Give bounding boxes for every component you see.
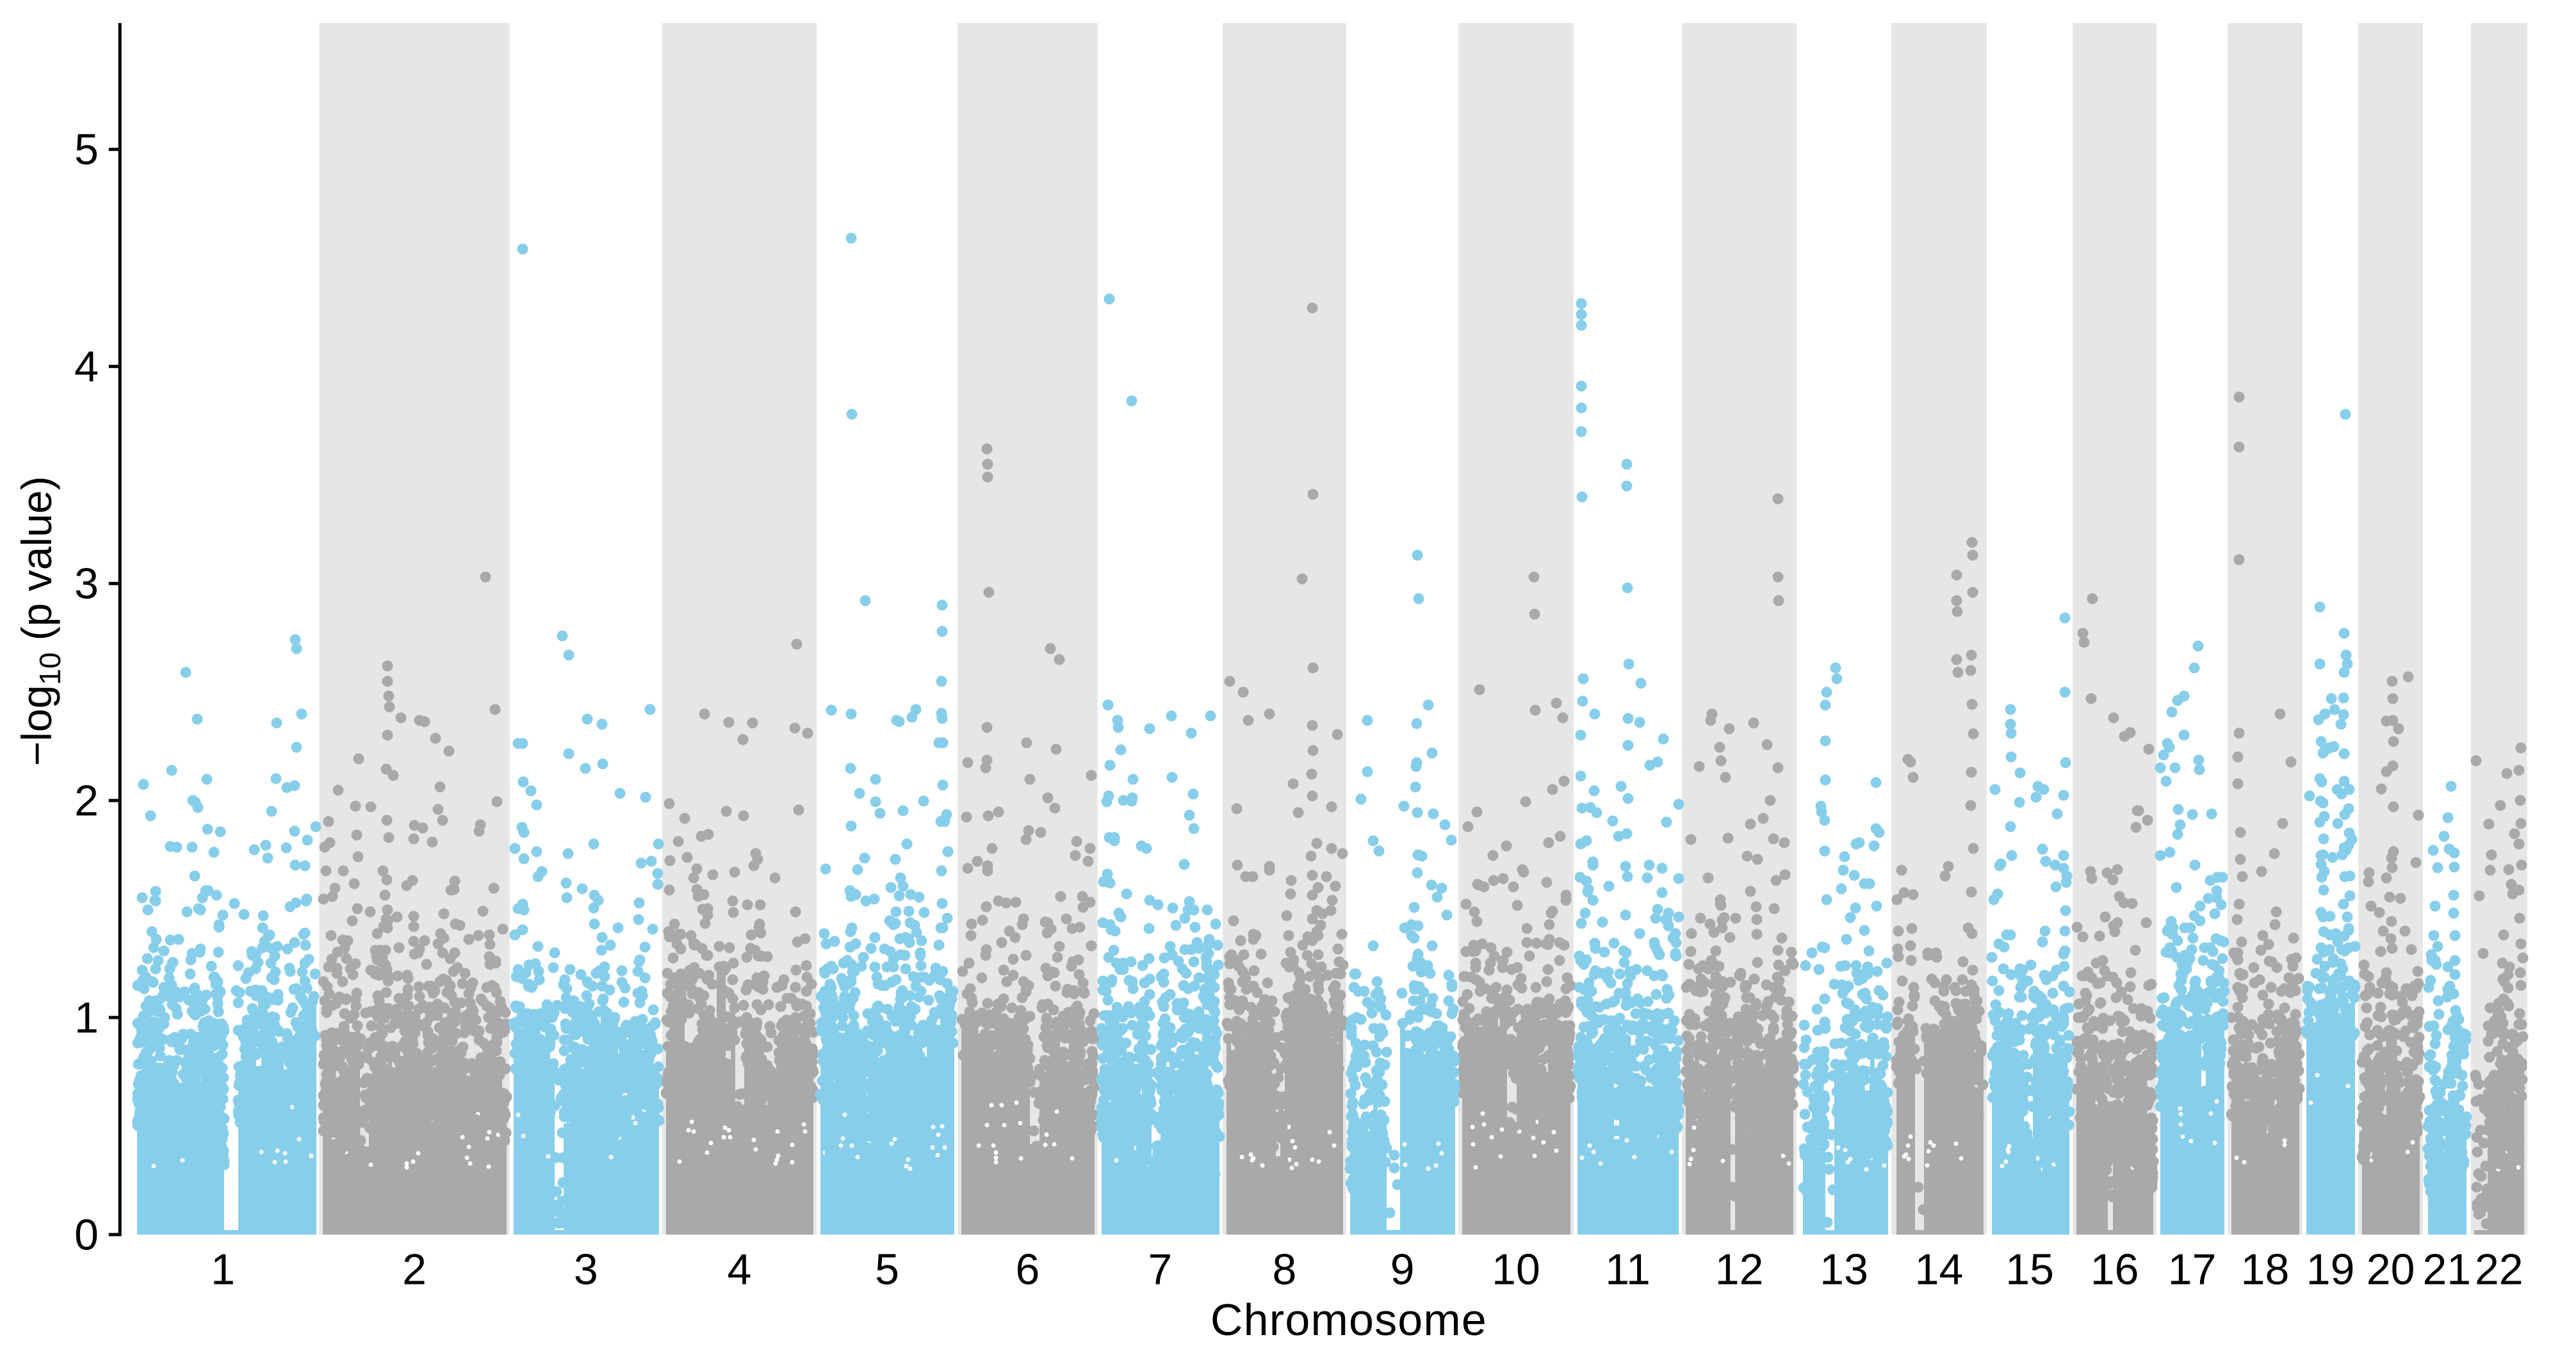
svg-text:2: 2 (74, 777, 99, 825)
svg-text:10: 10 (1492, 1245, 1540, 1294)
svg-text:9: 9 (1390, 1245, 1415, 1294)
svg-text:22: 22 (2475, 1245, 2523, 1294)
svg-text:11: 11 (1605, 1245, 1651, 1294)
svg-text:15: 15 (2005, 1245, 2054, 1294)
svg-text:8: 8 (1272, 1245, 1296, 1294)
svg-text:3: 3 (74, 560, 99, 608)
svg-text:−log10 (p value): −log10 (p value) (13, 476, 67, 766)
svg-text:Chromosome: Chromosome (1211, 1295, 1487, 1345)
svg-text:12: 12 (1715, 1245, 1764, 1294)
svg-text:1: 1 (74, 993, 99, 1042)
svg-text:14: 14 (1915, 1245, 1964, 1294)
svg-text:21: 21 (2422, 1245, 2471, 1294)
svg-text:16: 16 (2091, 1245, 2139, 1294)
svg-text:0: 0 (74, 1210, 99, 1259)
svg-text:5: 5 (875, 1245, 899, 1294)
svg-text:17: 17 (2168, 1245, 2217, 1294)
svg-text:4: 4 (74, 343, 99, 391)
svg-text:6: 6 (1015, 1245, 1039, 1294)
svg-text:19: 19 (2306, 1245, 2355, 1294)
svg-text:13: 13 (1820, 1245, 1868, 1294)
svg-text:20: 20 (2367, 1245, 2415, 1294)
svg-text:1: 1 (211, 1245, 235, 1294)
svg-text:18: 18 (2241, 1245, 2290, 1294)
svg-text:3: 3 (574, 1245, 598, 1294)
svg-text:5: 5 (74, 126, 99, 174)
svg-text:7: 7 (1148, 1245, 1172, 1294)
svg-text:2: 2 (402, 1245, 427, 1294)
svg-text:4: 4 (727, 1245, 751, 1294)
